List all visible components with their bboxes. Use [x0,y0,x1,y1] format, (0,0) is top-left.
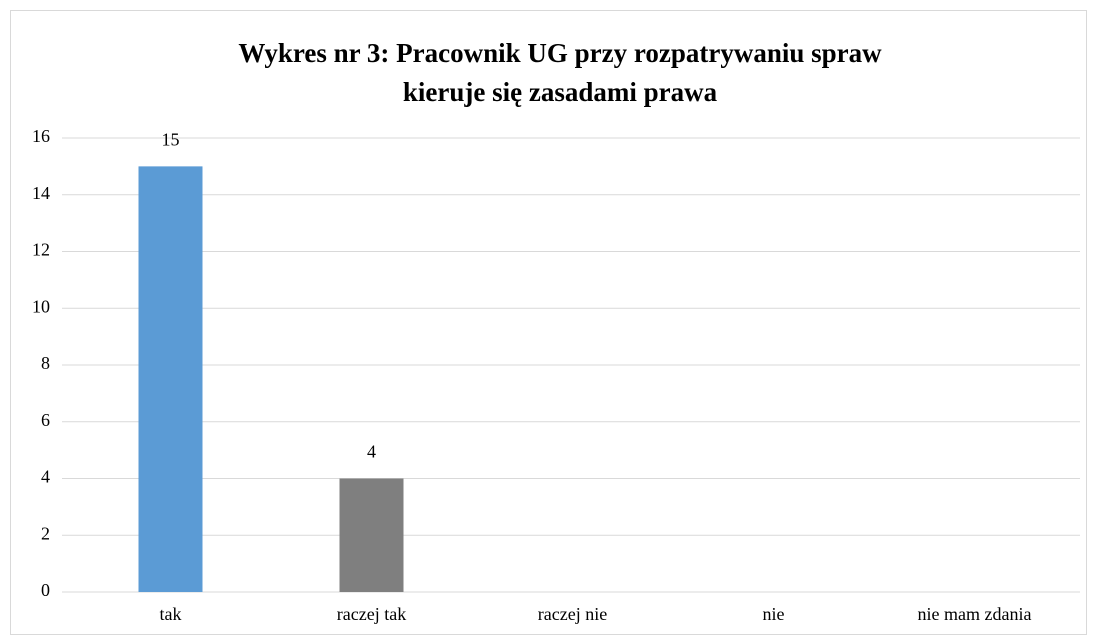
chart-title: Wykres nr 3: Pracownik UG przy rozpatryw… [238,38,882,68]
y-tick-label: 8 [41,353,50,373]
x-tick-label: raczej nie [538,604,607,624]
data-label: 4 [367,442,376,462]
bar [138,166,203,592]
x-tick-label: nie mam zdania [918,604,1032,624]
x-tick-label: tak [160,604,182,624]
y-tick-label: 0 [41,580,50,600]
bar [339,478,404,592]
y-tick-label: 2 [41,523,50,543]
y-tick-label: 16 [32,126,50,146]
chart-title: kieruje się zasadami prawa [403,77,718,107]
x-tick-label: raczej tak [337,604,406,624]
y-tick-label: 6 [41,410,50,430]
y-tick-label: 14 [32,183,50,203]
y-tick-label: 10 [32,296,50,316]
x-tick-label: nie [763,604,785,624]
y-tick-label: 4 [41,467,50,487]
data-label: 15 [162,130,180,150]
y-tick-label: 12 [32,240,50,260]
